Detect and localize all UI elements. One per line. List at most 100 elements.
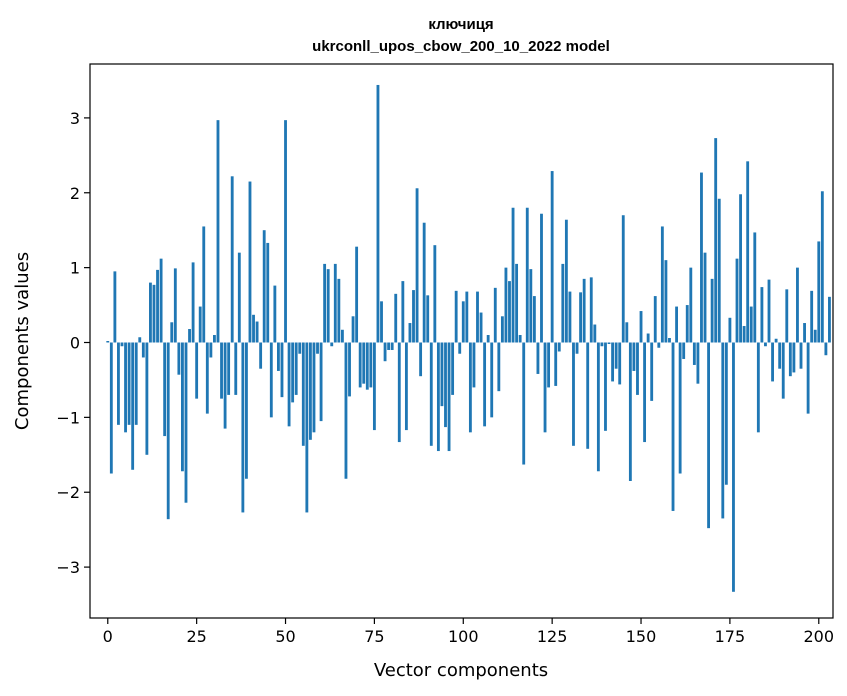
- y-axis-label: Components values: [12, 252, 33, 430]
- bar-component-122: [540, 213, 543, 343]
- bar-component-134: [582, 278, 586, 343]
- bar-component-92: [433, 245, 437, 343]
- bar-component-79: [387, 342, 391, 350]
- bar-component-160: [675, 306, 679, 343]
- bar-component-54: [298, 342, 302, 354]
- bar-component-31: [216, 120, 220, 343]
- bar-component-120: [532, 296, 536, 343]
- x-tick-label: 0: [103, 627, 113, 646]
- bar-component-161: [678, 342, 682, 474]
- bar-component-117: [522, 342, 526, 465]
- bar-component-47: [273, 285, 277, 343]
- bar-component-194: [796, 267, 799, 343]
- bar-component-123: [543, 342, 547, 433]
- bar-component-9: [138, 337, 142, 343]
- bar-component-21: [181, 342, 184, 472]
- bar-component-138: [596, 342, 600, 472]
- bar-component-75: [372, 342, 376, 431]
- bar-component-77: [380, 301, 383, 343]
- bar-component-35: [230, 176, 234, 343]
- y-tick-label: 0: [70, 333, 80, 352]
- bar-component-85: [408, 323, 412, 343]
- bar-component-113: [508, 281, 511, 343]
- x-tick-label: 100: [448, 627, 479, 646]
- bar-component-130: [568, 291, 572, 343]
- x-tick-label: 25: [186, 627, 206, 646]
- bar-component-145: [621, 215, 625, 343]
- x-tick-label: 50: [275, 627, 295, 646]
- bar-component-59: [316, 342, 319, 354]
- bar-component-29: [209, 342, 213, 358]
- bar-component-172: [717, 198, 721, 343]
- bar-component-170: [710, 278, 714, 343]
- bar-component-50: [284, 120, 287, 343]
- bar-component-195: [799, 342, 803, 369]
- bar-component-24: [191, 262, 195, 343]
- y-tick-label: −3: [56, 558, 80, 577]
- bar-component-58: [312, 342, 316, 433]
- bar-component-3: [117, 342, 120, 425]
- bar-component-146: [625, 322, 629, 343]
- bar-component-60: [319, 342, 323, 422]
- bar-component-90: [426, 295, 430, 343]
- bar-component-114: [511, 207, 515, 343]
- bar-component-178: [739, 194, 742, 343]
- bar-component-149: [636, 342, 639, 395]
- bar-component-132: [575, 342, 579, 354]
- bar-component-26: [198, 306, 202, 343]
- bar-component-11: [145, 342, 149, 455]
- bar-component-78: [383, 342, 387, 362]
- bar-component-152: [646, 333, 650, 343]
- bar-component-7: [131, 342, 135, 470]
- bar-component-20: [177, 342, 181, 375]
- bar-component-91: [429, 342, 433, 446]
- bar-component-103: [472, 342, 476, 388]
- y-tick-label: 2: [70, 184, 80, 203]
- bar-component-37: [237, 252, 241, 343]
- bar-component-40: [248, 181, 252, 343]
- bar-component-30: [213, 335, 216, 343]
- bar-component-190: [781, 342, 785, 399]
- bar-component-53: [294, 342, 298, 395]
- x-tick-label: 175: [715, 627, 746, 646]
- bar-component-72: [362, 342, 366, 384]
- bar-component-51: [287, 342, 291, 427]
- bar-component-38: [241, 342, 245, 513]
- bar-component-183: [756, 342, 760, 433]
- bar-component-96: [447, 342, 451, 452]
- bar-component-137: [593, 324, 597, 343]
- bar-component-88: [419, 342, 423, 377]
- bar-component-147: [628, 342, 632, 481]
- bar-component-5: [124, 342, 127, 433]
- bar-component-142: [611, 342, 615, 382]
- bar-component-115: [515, 263, 519, 343]
- bar-component-0: [106, 341, 110, 343]
- bar-component-2: [113, 271, 117, 343]
- bar-component-12: [149, 282, 152, 343]
- bar-component-52: [291, 342, 295, 403]
- bar-component-33: [223, 342, 227, 429]
- bar-component-110: [497, 342, 501, 392]
- bar-component-41: [252, 314, 255, 343]
- x-tick-label: 150: [626, 627, 657, 646]
- bar-component-127: [557, 342, 561, 352]
- chart-subtitle: ukrconll_upos_cbow_200_10_2022 model: [312, 38, 610, 55]
- bar-component-129: [564, 219, 568, 343]
- y-tick-label: −2: [56, 483, 80, 502]
- y-tick-label: 3: [70, 109, 80, 128]
- bar-component-104: [476, 291, 479, 343]
- bar-component-159: [671, 342, 675, 511]
- bar-component-49: [280, 342, 284, 398]
- bar-component-162: [682, 342, 686, 359]
- bar-component-166: [696, 342, 700, 384]
- bar-component-202: [824, 342, 828, 356]
- bar-component-56: [305, 342, 309, 513]
- bar-component-155: [657, 342, 661, 348]
- bar-component-199: [813, 329, 817, 343]
- bar-component-121: [536, 342, 540, 374]
- bar-component-62: [326, 269, 330, 343]
- bar-component-171: [714, 138, 718, 343]
- bar-component-185: [764, 342, 767, 347]
- bar-component-57: [308, 342, 312, 440]
